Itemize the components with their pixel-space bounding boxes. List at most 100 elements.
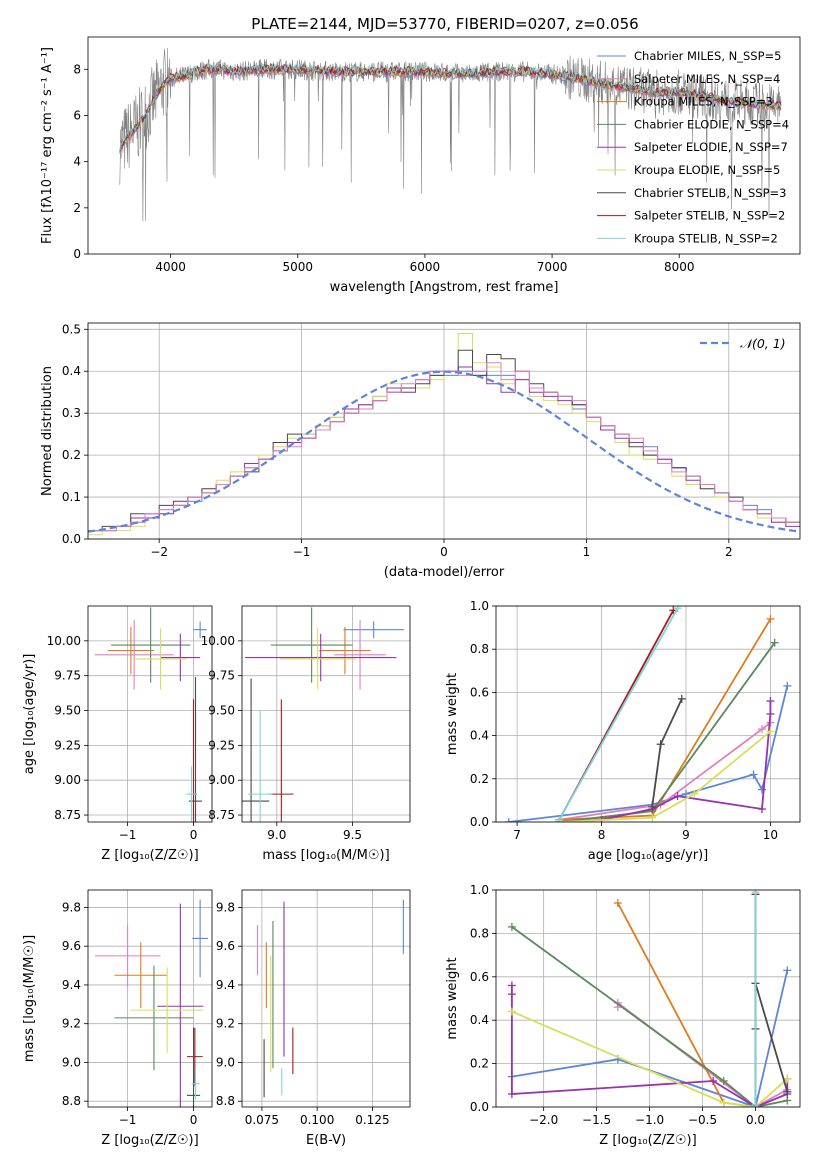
y-tick-label: 8 <box>73 62 81 76</box>
x-axis-label: Z [log₁₀(Z/Z☉)] <box>101 848 198 863</box>
x-axis-label: Z [log₁₀(Z/Z☉)] <box>101 1133 198 1148</box>
x-tick-label: 9.5 <box>343 828 362 842</box>
x-tick-label: 0 <box>190 1113 198 1127</box>
errorbar-chabrier-miles <box>192 899 209 978</box>
x-tick-label: 0.100 <box>300 1113 334 1127</box>
point-marker <box>783 966 792 975</box>
series-kroupa-stelib <box>555 606 682 822</box>
y-axis-label: mass [log₁₀(M/M☉)] <box>22 935 37 1062</box>
x-tick-label: 7000 <box>537 260 568 274</box>
y-tick-label: 4 <box>73 155 81 169</box>
point-marker <box>749 770 758 779</box>
x-tick-label: 6000 <box>410 260 441 274</box>
errorbar-kroupa-miles <box>319 626 371 675</box>
x-tick-label: 9.0 <box>267 828 286 842</box>
y-tick-label: 0.5 <box>62 322 81 336</box>
errorbar-salpeter-elodie <box>245 633 397 682</box>
errorbar-kroupa-miles <box>114 942 168 1009</box>
y-tick-label: 9.00 <box>54 773 81 787</box>
x-tick-label: 10 <box>763 828 778 842</box>
errorbar-kroupa-elodie <box>279 628 356 690</box>
point-marker <box>783 681 792 690</box>
point-marker <box>656 740 665 749</box>
errorbar-chabrier-stelib <box>242 678 270 822</box>
point-marker <box>507 990 516 999</box>
point-marker <box>507 1007 516 1016</box>
errorbar-kroupa-stelib <box>186 766 197 822</box>
point-marker <box>677 694 686 703</box>
point-marker <box>758 725 766 734</box>
errorbar-chabrier-miles <box>193 621 207 639</box>
y-axis-label: age [log₁₀(age/yr)] <box>22 654 37 775</box>
point-marker <box>613 899 622 908</box>
legend-entry-salpeter-stelib: Salpeter STELIB, N_SSP=2 <box>634 209 785 223</box>
y-tick-label: 9.2 <box>216 1017 235 1031</box>
y-tick-label: 0.4 <box>470 729 489 743</box>
y-tick-label: 0.0 <box>470 815 489 829</box>
y-axis-label: mass weight <box>445 673 460 755</box>
y-tick-label: 0.0 <box>470 1100 489 1114</box>
y-tick-label: 9.4 <box>216 978 235 992</box>
panel-8: −2.0 −1.5 −1.0 −0.5 0.0 0.0 0.2 0.4 0.6 0.8 1.0 Z [… <box>445 883 801 1148</box>
errorbar-salpeter-elodie <box>157 903 204 1107</box>
panel-5: 7 8 9 10 0.0 0.2 0.4 0.6 0.8 1.0 age [log₁₀(age/yr… <box>445 599 801 863</box>
y-tick-label: 8.8 <box>62 1094 81 1108</box>
legend-entry-kroupa-stelib: Kroupa STELIB, N_SSP=2 <box>634 231 778 245</box>
y-axis-label: Flux [fλ10⁻¹⁷ erg cm⁻² s⁻¹ A⁻¹] <box>40 47 55 244</box>
y-tick-label: 0.6 <box>470 970 489 984</box>
x-tick-label: −1 <box>119 828 137 842</box>
y-tick-label: 9.75 <box>54 669 81 683</box>
point-marker <box>648 813 657 822</box>
point-marker <box>555 815 564 822</box>
y-tick-label: 0.1 <box>62 490 81 504</box>
x-tick-label: 7 <box>513 828 521 842</box>
point-marker <box>673 792 682 801</box>
x-axis-label: (data-model)/error <box>384 565 505 580</box>
x-tick-label: −1 <box>119 1113 137 1127</box>
y-tick-label: 8.75 <box>54 808 81 822</box>
plot-area <box>504 606 792 822</box>
y-tick-label: 9.8 <box>62 900 81 914</box>
point-marker <box>507 981 516 990</box>
y-tick-label: 9.2 <box>62 1017 81 1031</box>
y-tick-label: 0.0 <box>62 532 81 546</box>
x-tick-label: 9 <box>682 828 690 842</box>
point-marker <box>504 818 513 822</box>
y-axis-label: mass weight <box>445 957 460 1039</box>
errorbar-chabrier-miles <box>343 621 404 639</box>
panel-3: −1 0 8.75 9.00 9.25 9.50 9.75 10.00 Z [log₁₀(Z/Z… <box>22 605 213 863</box>
series-kroupa-elodie <box>555 727 775 822</box>
y-axis-label: Normed distribution <box>40 366 55 496</box>
x-tick-label: 0 <box>440 545 448 559</box>
errorbar-salpeter-stelib <box>186 1027 203 1086</box>
y-tick-label: 9.0 <box>216 1055 235 1069</box>
legend: 𝒩(0, 1) <box>700 336 786 351</box>
y-tick-label: 9.25 <box>208 738 235 752</box>
x-axis-label: mass [log₁₀(M/M☉)] <box>262 848 389 863</box>
legend-entry-kroupa-miles: Kroupa MILES, N_SSP=3 <box>634 95 773 109</box>
axes-frame <box>87 605 213 823</box>
y-tick-label: 9.4 <box>62 978 81 992</box>
y-tick-label: 9.6 <box>216 939 235 953</box>
series-line <box>511 926 788 1107</box>
x-tick-label: −1 <box>293 545 311 559</box>
panel-1: 4000 5000 6000 7000 8000 0 2 4 6 8 wavelength [Ang… <box>40 36 801 295</box>
x-tick-label: 8 <box>598 828 606 842</box>
legend-entry-chabrier-elodie: Chabrier ELODIE, N_SSP=4 <box>634 117 789 131</box>
errorbar-chabrier-elodie <box>270 607 353 683</box>
y-tick-label: 10.00 <box>47 634 81 648</box>
y-tick-label: 8.8 <box>216 1094 235 1108</box>
x-axis-label: E(B-V) <box>306 1133 346 1148</box>
plot-area <box>242 607 404 822</box>
point-marker <box>690 789 699 798</box>
series-kroupa-miles <box>613 899 760 1107</box>
y-tick-label: 9.75 <box>208 669 235 683</box>
series-salpeter-stelib <box>555 606 678 822</box>
normal-curve <box>88 370 800 533</box>
point-marker <box>719 1098 728 1107</box>
y-tick-label: 1.0 <box>470 883 489 897</box>
plot-area <box>119 47 782 222</box>
x-tick-label: −2 <box>150 545 168 559</box>
errorbar-salpeter-miles <box>94 924 161 987</box>
